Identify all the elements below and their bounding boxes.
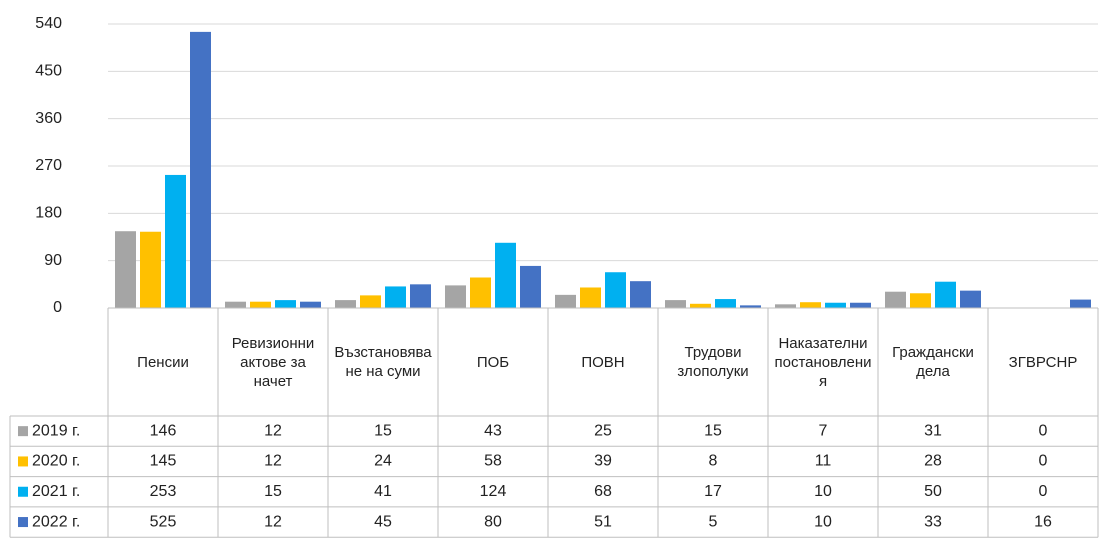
bar [800, 302, 821, 308]
table-value: 15 [704, 422, 722, 439]
bar [825, 302, 846, 308]
legend-label: 2019 г. [32, 422, 80, 439]
bar [960, 290, 981, 308]
bar [850, 302, 871, 308]
bar [250, 301, 271, 308]
table-value: 24 [374, 453, 392, 470]
table-value: 124 [480, 483, 507, 500]
bar [445, 285, 466, 308]
table-value: 11 [815, 453, 832, 470]
x-tick-label: ПОБ [476, 353, 510, 371]
table-value: 58 [484, 453, 502, 470]
x-tick-label: Наказателни постановления [774, 334, 872, 390]
table-value: 51 [594, 513, 612, 530]
bar [715, 299, 736, 308]
table-value: 0 [1039, 422, 1048, 439]
table-value: 33 [924, 513, 942, 530]
y-tick-label: 270 [35, 157, 62, 174]
table-value: 12 [264, 453, 282, 470]
bar [935, 281, 956, 308]
y-tick-label: 360 [35, 110, 62, 127]
bar [410, 284, 431, 308]
table-value: 0 [1039, 453, 1048, 470]
table-value: 0 [1039, 483, 1048, 500]
table-value: 146 [150, 422, 177, 439]
x-tick-label: Възстановяване на суми [334, 344, 432, 380]
y-tick-label: 90 [44, 252, 62, 269]
bar [190, 31, 211, 309]
legend-label: 2020 г. [32, 453, 80, 470]
table-value: 15 [374, 422, 392, 439]
bar [470, 277, 491, 308]
table-value: 253 [150, 483, 177, 500]
y-tick-label: 540 [35, 15, 62, 32]
bar [165, 174, 186, 308]
table-value: 17 [704, 483, 722, 500]
legend-swatch [18, 486, 28, 497]
table-value: 7 [819, 422, 828, 439]
table-value: 10 [814, 483, 832, 500]
table-value: 39 [594, 453, 612, 470]
legend-swatch [18, 426, 28, 437]
bar [740, 305, 761, 308]
y-tick-label: 0 [53, 299, 62, 316]
table-value: 43 [484, 422, 502, 439]
table-value: 15 [264, 483, 282, 500]
bar [115, 231, 136, 308]
table-value: 10 [814, 513, 832, 530]
bar [885, 291, 906, 308]
legend-label: 2021 г. [32, 483, 80, 500]
bar [495, 242, 516, 308]
table-value: 12 [264, 513, 282, 530]
table-value: 5 [709, 513, 718, 530]
table-value: 25 [594, 422, 612, 439]
table-value: 16 [1034, 513, 1052, 530]
bar [665, 300, 686, 308]
bar [910, 293, 931, 308]
bar [520, 265, 541, 308]
table-value: 45 [374, 513, 392, 530]
x-tick-label: Трудови злополуки [677, 344, 749, 380]
table-value: 41 [374, 483, 392, 500]
table-value: 31 [924, 422, 942, 439]
table-value: 50 [924, 483, 942, 500]
bar [140, 231, 161, 308]
table-value: 12 [264, 422, 282, 439]
table-value: 145 [150, 453, 177, 470]
bar [300, 301, 321, 308]
bar [385, 286, 406, 308]
table-value: 28 [924, 453, 942, 470]
bar [555, 294, 576, 308]
table-value: 68 [594, 483, 612, 500]
bar [225, 301, 246, 308]
legend-swatch [18, 517, 28, 528]
bar [360, 295, 381, 308]
x-tick-label: Пенсии [137, 353, 189, 371]
bar [1070, 299, 1091, 308]
bar [630, 281, 651, 308]
table-value: 80 [484, 513, 502, 530]
y-tick-label: 180 [35, 205, 62, 222]
x-tick-label: ЗГВРСНР [1008, 353, 1078, 371]
bar [690, 303, 711, 308]
table-value: 8 [709, 453, 718, 470]
bar [335, 300, 356, 308]
x-tick-label: Граждански дела [892, 344, 974, 380]
table-value: 525 [150, 513, 177, 530]
legend-swatch [18, 456, 28, 467]
legend-label: 2022 г. [32, 513, 80, 530]
bar [775, 304, 796, 308]
bar [580, 287, 601, 308]
x-tick-label: ПОВН [581, 353, 625, 371]
x-tick-label: Ревизионни актове за начет [231, 334, 315, 390]
bar [605, 272, 626, 308]
y-tick-label: 450 [35, 63, 62, 80]
bar [275, 300, 296, 308]
